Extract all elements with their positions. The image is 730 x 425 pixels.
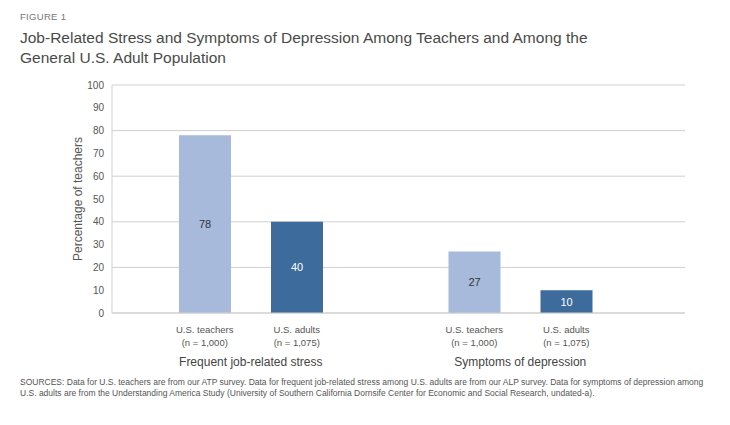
svg-text:70: 70 (93, 148, 105, 159)
html-text:Job-Related Stress and Symptom: Job-Related Stress and Symptoms of Depre… (20, 29, 588, 66)
html-text:SOURCES: Data for U.S. teacher: SOURCES: Data for U.S. teachers are from… (20, 377, 704, 398)
svg-text:Symptoms of depression: Symptoms of depression (454, 355, 586, 369)
svg-text:U.S. adults(n = 1,075): U.S. adults(n = 1,075) (543, 324, 590, 348)
svg-text:U.S. teachers(n = 1,000): U.S. teachers(n = 1,000) (445, 324, 503, 348)
svg-text:0: 0 (98, 308, 104, 319)
svg-text:10: 10 (93, 285, 105, 296)
svg-text:90: 90 (93, 102, 105, 113)
svg-text:30: 30 (93, 239, 105, 250)
svg-text:27: 27 (468, 276, 480, 288)
html-text:FIGURE 1: FIGURE 1 (20, 11, 67, 22)
svg-text:U.S. teachers(n = 1,000): U.S. teachers(n = 1,000) (176, 324, 234, 348)
svg-text:60: 60 (93, 171, 105, 182)
svg-text:80: 80 (93, 125, 105, 136)
svg-text:U.S. adults(n = 1,075): U.S. adults(n = 1,075) (274, 324, 321, 348)
svg-text:20: 20 (93, 262, 105, 273)
html-text:Percentage of teachers: Percentage of teachers (71, 137, 85, 261)
svg-text:78: 78 (199, 218, 211, 230)
svg-text:50: 50 (93, 194, 105, 205)
svg-text:10: 10 (560, 296, 572, 308)
svg-text:40: 40 (93, 216, 105, 227)
svg-text:Frequent job-related stress: Frequent job-related stress (179, 355, 322, 369)
svg-text:100: 100 (87, 80, 104, 91)
svg-text:40: 40 (291, 261, 303, 273)
